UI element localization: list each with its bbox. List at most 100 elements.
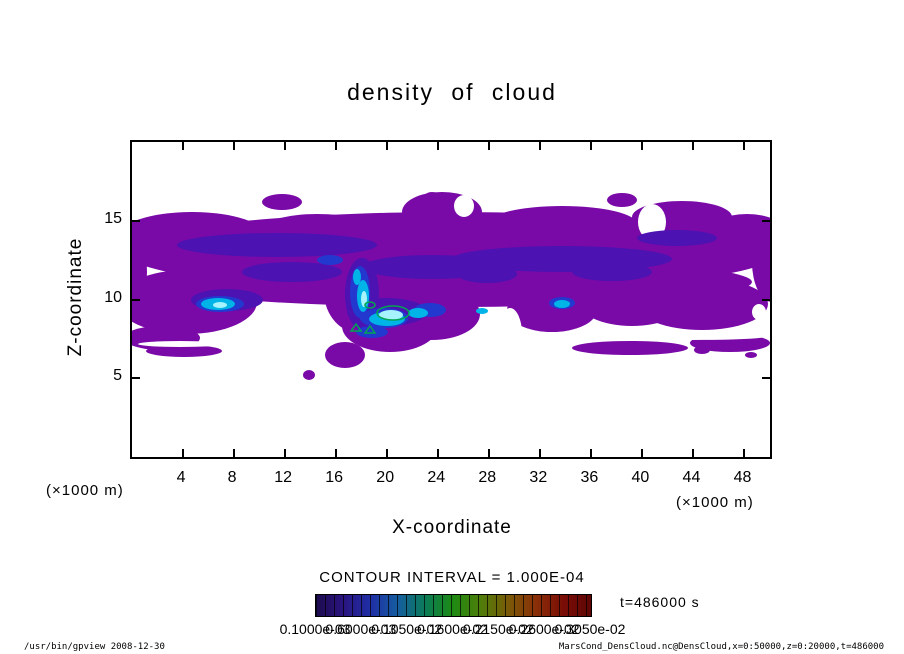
x-tick-mark [692,142,695,150]
x-axis-label: X-coordinate [392,517,512,538]
y-tick-label: 15 [104,209,122,227]
y-axis-units: (×1000 m) [46,482,124,499]
x-tick-mark [437,142,440,150]
cloud-hole-region [752,304,766,320]
cloud-base-region [487,206,637,242]
y-tick-mark [762,219,770,222]
x-tick-mark [386,142,389,150]
density-2e-3-region [361,291,367,307]
density-1e-3-region [476,308,488,314]
cloud-base-region [325,342,365,368]
plot-title: density of cloud [347,79,557,105]
colorbar-tick-label: 0.1050e-02 [371,621,443,637]
cloud-base-region [694,346,710,354]
x-tick-label: 36 [580,469,599,486]
x-tick-label: 24 [427,469,446,486]
density-2e-3-region [379,310,403,320]
density-2e-4-region [572,263,652,281]
contour-line-region [364,301,376,309]
density-2e-4-region [242,262,342,282]
colorbar [315,594,592,617]
y-tick-mark [132,219,140,222]
x-tick-mark [641,142,644,150]
x-tick-label: 8 [227,469,237,486]
colorbar-tick-label: 0.3050e-02 [554,621,626,637]
density-2e-4-region [457,265,517,283]
x-tick-label: 12 [274,469,293,486]
cloud-hole-region [454,195,474,217]
colorbar-tick-label: 0.1600e-02 [417,621,488,637]
x-tick-label: 4 [176,469,186,486]
x-tick-mark [386,449,389,457]
x-tick-mark [335,142,338,150]
cloud-base-region [146,345,222,357]
x-tick-mark [743,142,746,150]
cloud-hole-region [138,341,222,347]
colorbar-tick-labels: 0.1000e-03 0.6000e-03 0.1050e-02 0.1600e-02… [280,621,626,639]
cloud-base-region [262,194,302,210]
x-tick-label: 20 [376,469,395,486]
y-tick-labels: 5 10 15 [84,140,126,455]
contour-line-marker [363,324,377,334]
density-5e-4-region [317,255,343,265]
colorbar-tick-label: 0.2600e-02 [508,621,580,637]
x-tick-mark [692,449,695,457]
x-axis-units: (×1000 m) [676,494,754,511]
y-tick-mark [762,377,770,380]
cloud-base-region [752,222,770,302]
cloud-field [132,192,770,380]
cloud-base-region [425,192,439,200]
x-tick-mark [488,449,491,457]
cloud-base-region [607,193,637,207]
x-tick-label: 32 [529,469,548,486]
footer-command: /usr/bin/gpview 2008-12-30 [24,642,165,652]
x-tick-mark [743,449,746,457]
x-tick-label: 28 [478,469,497,486]
y-tick-label: 10 [104,288,122,306]
colorbar-tick-label: 0.2150e-02 [462,621,534,637]
x-tick-label: 40 [631,469,650,486]
y-tick-label: 5 [113,367,122,385]
plot-frame [130,140,772,459]
density-1e-3-region [353,269,361,285]
density-1e-3-region [408,308,428,318]
x-tick-mark [284,142,287,150]
x-tick-mark [590,142,593,150]
x-tick-mark [233,142,236,150]
x-tick-mark [182,449,185,457]
x-tick-mark [539,142,542,150]
contour-line-region [376,305,410,321]
cloud-base-region [745,352,757,358]
density-2e-4-region [177,233,377,257]
density-2e-4-region [637,230,717,246]
cloud-hole-region [610,332,770,340]
cloud-base-region [636,278,768,330]
x-tick-label: 44 [682,469,701,486]
cloud-base-region [303,370,315,380]
x-tick-mark [335,449,338,457]
x-tick-mark [590,449,593,457]
cloud-base-region [507,288,597,332]
cloud-base-region [572,341,688,355]
cloud-base-region [132,232,147,312]
x-tick-mark [641,449,644,457]
y-tick-mark [762,298,770,301]
x-tick-mark [488,142,491,150]
density-5e-4-region [356,326,388,338]
x-tick-mark [284,449,287,457]
time-label: t=486000 s [620,594,700,610]
x-tick-mark [539,449,542,457]
cloud-hole-region [493,328,541,356]
footer-source: MarsCond_DensCloud.nc@DensCloud,x=0:5000… [558,642,884,652]
y-tick-mark [132,298,140,301]
colorbar-tick-label: 0.1000e-03 [279,621,351,637]
contour-interval-label: CONTOUR INTERVAL = 1.000E-04 [319,569,585,586]
x-tick-mark [182,142,185,150]
contour-line-marker [349,322,363,332]
density-2e-3-region [213,302,227,308]
colorbar-tick-label: 0.6000e-03 [325,621,397,637]
x-tick-mark [233,449,236,457]
x-tick-mark [437,449,440,457]
colorbar-segment-lines [316,595,591,616]
